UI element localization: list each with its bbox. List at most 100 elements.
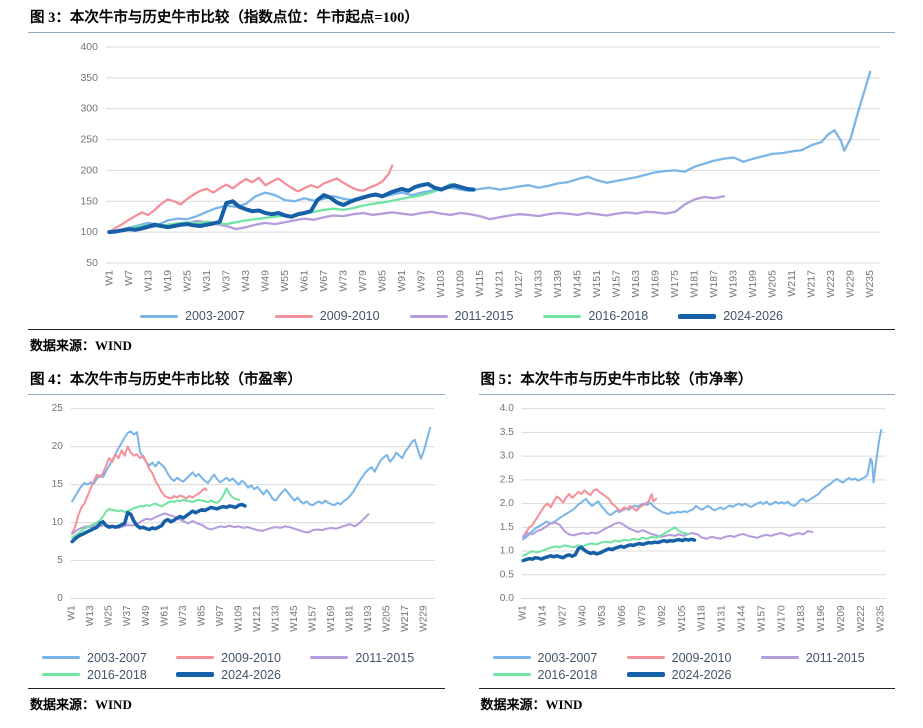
- x-tick-label: W139: [552, 270, 564, 298]
- legend-item-2024-2026: 2024-2026: [176, 668, 310, 682]
- x-tick-label: W49: [259, 270, 271, 292]
- x-tick-label: W67: [318, 270, 330, 292]
- legend-swatch-2011-2015: [409, 314, 448, 318]
- y-tick-label: 350: [80, 72, 98, 84]
- x-tick-label: W97: [416, 270, 428, 292]
- x-tick-label: W73: [337, 270, 349, 292]
- x-tick-label: W25: [181, 270, 193, 292]
- x-tick-label: W223: [825, 270, 837, 298]
- series-line-2024-2026: [107, 182, 476, 235]
- x-tick-label: W222: [855, 605, 866, 632]
- x-tick-label: W109: [233, 605, 244, 632]
- x-tick-label: W1: [67, 605, 78, 621]
- y-tick-label: 3.5: [499, 427, 513, 438]
- x-tick-label: W235: [875, 605, 886, 632]
- x-tick-label: W1: [103, 270, 115, 286]
- legend-label-2009-2010: 2009-2010: [319, 309, 380, 323]
- legend-label-2009-2010: 2009-2010: [671, 650, 732, 665]
- x-tick-label: W97: [215, 605, 226, 626]
- figure-4-title: 图 4：本次牛市与历史牛市比较（市盈率）: [28, 366, 445, 395]
- y-tick-label: 200: [80, 164, 98, 176]
- legend-label-2024-2026: 2024-2026: [221, 667, 281, 682]
- fig5-pb-svg: 0.0 0.5 1.0 1.5 2.0 2.5 3.0 3.5 4.0 W1 W14 W27 W40 W5…: [499, 403, 886, 632]
- y-tick-label: 300: [80, 103, 98, 115]
- series-line-2009-2010: [108, 164, 394, 234]
- x-tick-label: W205: [381, 605, 392, 632]
- x-tick-label: W19: [162, 270, 174, 292]
- x-tick-label: W133: [533, 270, 545, 298]
- x-tick-label: W205: [767, 270, 779, 298]
- series-line-2024-2026: [70, 502, 247, 544]
- x-tick-label: W151: [591, 270, 603, 298]
- figure-4-source: 数据来源：WIND: [28, 687, 445, 715]
- legend-label-2011-2015: 2011-2015: [454, 309, 514, 323]
- figure-5-line-chart: 0.0 0.5 1.0 1.5 2.0 2.5 3.0 3.5 4.0 W1 W14 W27 W40 W5…: [479, 399, 896, 649]
- series-line-2024-2026: [520, 537, 696, 563]
- y-tick-label: 15: [52, 479, 64, 490]
- x-tick-label: W193: [363, 605, 374, 632]
- figure-4-legend: 2003-2007 2009-2010 2011-2015 2016-2018 2024…: [28, 651, 445, 682]
- x-tick-label: W73: [178, 605, 189, 626]
- legend-swatch-2024-2026: [176, 672, 215, 678]
- x-tick-label: W121: [494, 270, 506, 298]
- x-tick-label: W235: [864, 270, 876, 298]
- legend-item-2009-2010: 2009-2010: [176, 651, 310, 665]
- legend-swatch-2009-2010: [176, 656, 215, 660]
- y-tick-label: 2.5: [499, 474, 513, 485]
- x-tick-label: W85: [196, 605, 207, 626]
- x-tick-label: W40: [577, 605, 588, 626]
- figure-5-legend: 2003-2007 2009-2010 2011-2015 2016-2018 2024…: [479, 651, 896, 682]
- figure-3-line-chart: 50 100 150 200 250 300 350 400 W1 W7 W13 W19 W25 W31 W…: [28, 37, 895, 309]
- x-tick-label: W118: [696, 605, 707, 631]
- x-tick-label: W181: [344, 605, 355, 632]
- x-tick-label: W217: [400, 605, 411, 632]
- x-tick-label: W199: [747, 270, 759, 298]
- x-tick-label: W229: [845, 270, 857, 298]
- legend-item-2003-2007: 2003-2007: [42, 651, 176, 665]
- x-tick-label: W79: [637, 605, 648, 626]
- legend-item-2016-2018: 2016-2018: [543, 309, 648, 323]
- y-tick-label: 10: [52, 517, 64, 528]
- series-line-2016-2018: [521, 526, 689, 557]
- figure-3-title: 图 3：本次牛市与历史牛市比较（指数点位：牛市起点=100）: [28, 4, 895, 33]
- x-tick-label: W133: [270, 605, 281, 632]
- legend-label-2003-2007: 2003-2007: [87, 650, 147, 665]
- legend-item-2003-2007: 2003-2007: [140, 309, 245, 323]
- legend-item-2011-2015: 2011-2015: [409, 309, 514, 323]
- figure-3-section: 图 3：本次牛市与历史牛市比较（指数点位：牛市起点=100） 50 100 150 2…: [28, 4, 895, 356]
- x-tick-label: W169: [650, 270, 662, 298]
- x-tick-label: W13: [85, 605, 96, 626]
- legend-swatch-2016-2018: [42, 673, 80, 677]
- x-tick-label: W53: [597, 605, 608, 626]
- x-tick-label: W183: [796, 605, 807, 632]
- legend-swatch-2011-2015: [760, 656, 799, 660]
- x-tick-label: W163: [630, 270, 642, 298]
- legend-item-2009-2010: 2009-2010: [274, 309, 380, 323]
- x-tick-label: W209: [835, 605, 846, 632]
- x-tick-label: W144: [736, 605, 747, 632]
- legend-swatch-2011-2015: [310, 656, 349, 660]
- figure-5-title: 图 5：本次牛市与历史牛市比较（市净率）: [478, 366, 895, 395]
- legend-label-2003-2007: 2003-2007: [537, 650, 598, 665]
- x-tick-label: W37: [122, 605, 133, 626]
- series-line-2011-2015: [71, 512, 370, 536]
- x-tick-label: W37: [220, 270, 232, 292]
- x-tick-label: W109: [455, 270, 467, 298]
- figure-5-section: 图 5：本次牛市与历史牛市比较（市净率） 0.0 0.5 1.0 1.5 2.0 2.5 3…: [478, 366, 896, 715]
- y-tick-label: 20: [52, 441, 64, 452]
- x-tick-label: W169: [326, 605, 337, 632]
- y-tick-label: 1.0: [499, 546, 513, 557]
- legend-swatch-2003-2007: [492, 656, 531, 660]
- x-tick-label: W157: [611, 270, 623, 298]
- legend-label-2024-2026: 2024-2026: [723, 309, 783, 323]
- x-tick-label: W170: [776, 605, 787, 632]
- x-tick-label: W55: [279, 270, 291, 292]
- y-tick-label: 5: [57, 555, 63, 566]
- y-tick-label: 25: [52, 403, 64, 414]
- x-tick-label: W229: [418, 605, 429, 632]
- series-line-2011-2015: [521, 521, 813, 540]
- y-tick-label: 0.5: [499, 569, 513, 580]
- legend-swatch-2009-2010: [274, 314, 313, 318]
- legend-label-2009-2010: 2009-2010: [221, 650, 281, 665]
